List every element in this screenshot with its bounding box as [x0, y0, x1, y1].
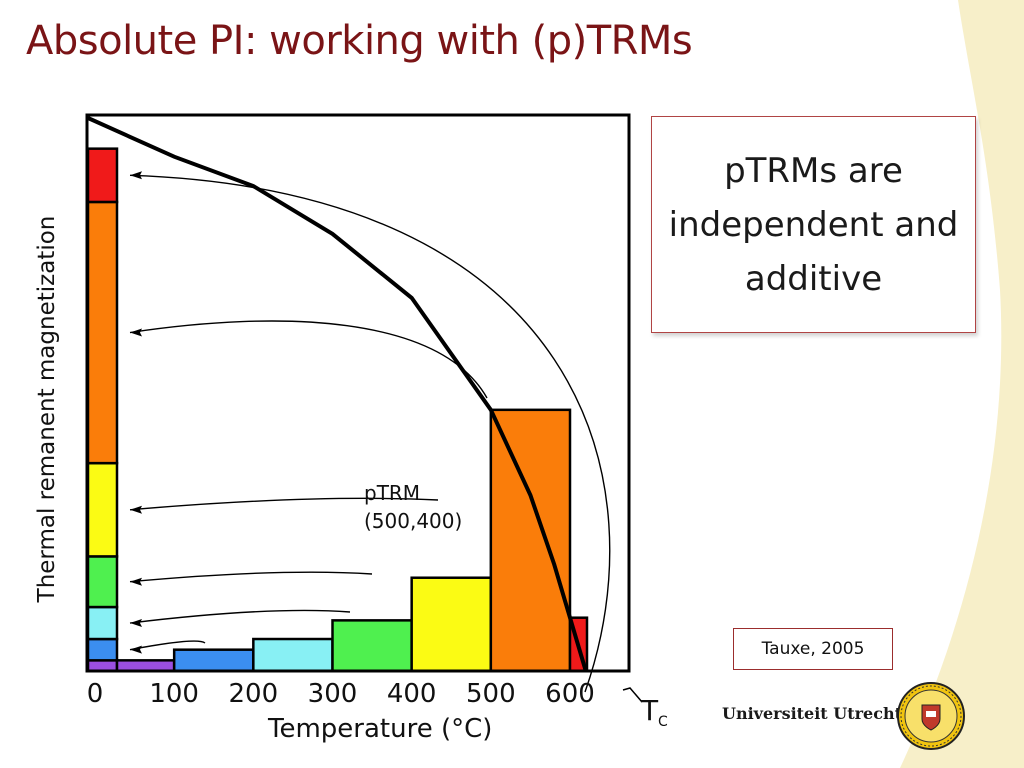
ptrm-arrowhead-6: [130, 171, 142, 180]
curie-label: T: [640, 694, 659, 727]
stacked-bar: [86, 147, 119, 673]
curie-subscript: C: [658, 714, 668, 730]
note-box: pTRMs are independent and additive: [651, 116, 976, 333]
ptrm-arrowhead-3: [130, 577, 142, 586]
x-tick-label-100: 100: [149, 679, 199, 709]
x-tick-label-300: 300: [308, 679, 358, 709]
x-tick-label-500: 500: [466, 679, 516, 709]
ptrm-arrow-line-6: [129, 174, 611, 693]
ptrm-block-2: [252, 637, 334, 673]
slide-title: Absolute PI: working with (p)TRMs: [26, 18, 693, 64]
ptrm-arrowhead-1: [130, 645, 142, 654]
stack-segment-1: [86, 637, 119, 662]
ptrm-arrowhead-5: [130, 328, 142, 337]
ptrm-annotation-line2: (500,400): [364, 509, 462, 533]
x-tick-label-400: 400: [387, 679, 437, 709]
stack-segment-0: [86, 659, 119, 673]
note-text: pTRMs are independent and additive: [668, 150, 959, 299]
ptrm-arrow-line-1: [129, 640, 206, 651]
ptrm-block-3: [331, 619, 413, 673]
x-tick-label-600: 600: [545, 679, 595, 709]
ptrm-block-0: [115, 659, 176, 673]
curie-arrow: [622, 687, 643, 703]
ptrm-block-1: [172, 648, 255, 673]
stack-segment-3: [86, 555, 119, 609]
stack-segment-6: [86, 147, 119, 204]
ptrm-arrow-line-2: [129, 609, 351, 624]
x-tick-labels: 0 100 200 300 400 500 600: [87, 679, 595, 709]
ptrm-block-5: [489, 408, 572, 673]
plot-frame: [85, 113, 631, 673]
y-axis-label: Thermal remanent magnetization: [34, 216, 60, 604]
trm-curve: [87, 116, 588, 672]
x-tick-label-0: 0: [87, 679, 104, 709]
ptrm-arrowhead-2: [130, 619, 142, 628]
university-name: Universiteit Utrecht: [722, 704, 902, 723]
ptrm-arrow-line-4: [129, 497, 439, 511]
stack-segment-5: [86, 200, 119, 465]
citation: Tauxe, 2005: [733, 628, 893, 670]
x-axis-label: Temperature (°C): [267, 714, 492, 744]
stack-segment-4: [86, 461, 119, 558]
ptrm-arrows: [129, 171, 611, 693]
university-seal-icon: [897, 682, 965, 750]
ptrm-arrow-line-3: [129, 571, 373, 583]
ptrm-figure: 0 100 200 300 400 500 600 Temperature (°C) The…: [20, 100, 680, 750]
ptrm-arrowhead-4: [130, 505, 142, 514]
curie-marker: T C: [622, 687, 668, 730]
x-tick-label-200: 200: [229, 679, 279, 709]
ptrm-annotation-line1: pTRM: [364, 481, 420, 505]
stack-segment-2: [86, 605, 119, 641]
ptrm-block-4: [410, 576, 493, 673]
